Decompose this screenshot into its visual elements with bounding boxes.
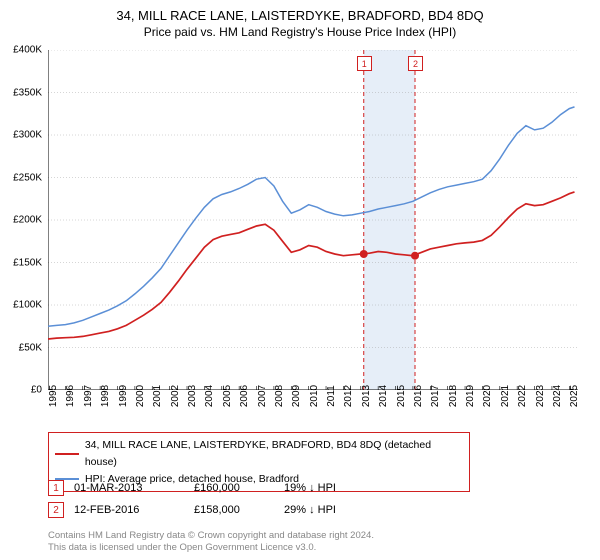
sale-date: 01-MAR-2013 [74,482,184,494]
chart-container: 34, MILL RACE LANE, LAISTERDYKE, BRADFOR… [0,0,600,560]
legend-label: 34, MILL RACE LANE, LAISTERDYKE, BRADFOR… [85,437,463,471]
sale-marker-icon: 1 [48,480,64,496]
legend-swatch [55,453,79,455]
chart-title: 34, MILL RACE LANE, LAISTERDYKE, BRADFOR… [0,0,600,23]
sale-hpi-delta: 29% ↓ HPI [284,504,374,516]
sale-row: 2 12-FEB-2016 £158,000 29% ↓ HPI [48,502,374,518]
chart-subtitle: Price paid vs. HM Land Registry's House … [0,23,600,39]
chart-area: £0£50K£100K£150K£200K£250K£300K£350K£400… [48,50,578,390]
sale-row: 1 01-MAR-2013 £160,000 19% ↓ HPI [48,480,374,496]
sale-date: 12-FEB-2016 [74,504,184,516]
footer-line: Contains HM Land Registry data © Crown c… [48,530,374,542]
sale-marker-icon: 2 [48,502,64,518]
legend-item: 34, MILL RACE LANE, LAISTERDYKE, BRADFOR… [55,437,463,471]
sale-price: £160,000 [194,482,274,494]
footer-attribution: Contains HM Land Registry data © Crown c… [48,530,374,555]
sale-hpi-delta: 19% ↓ HPI [284,482,374,494]
line-chart-svg [48,50,578,390]
sale-price: £158,000 [194,504,274,516]
footer-line: This data is licensed under the Open Gov… [48,542,374,554]
